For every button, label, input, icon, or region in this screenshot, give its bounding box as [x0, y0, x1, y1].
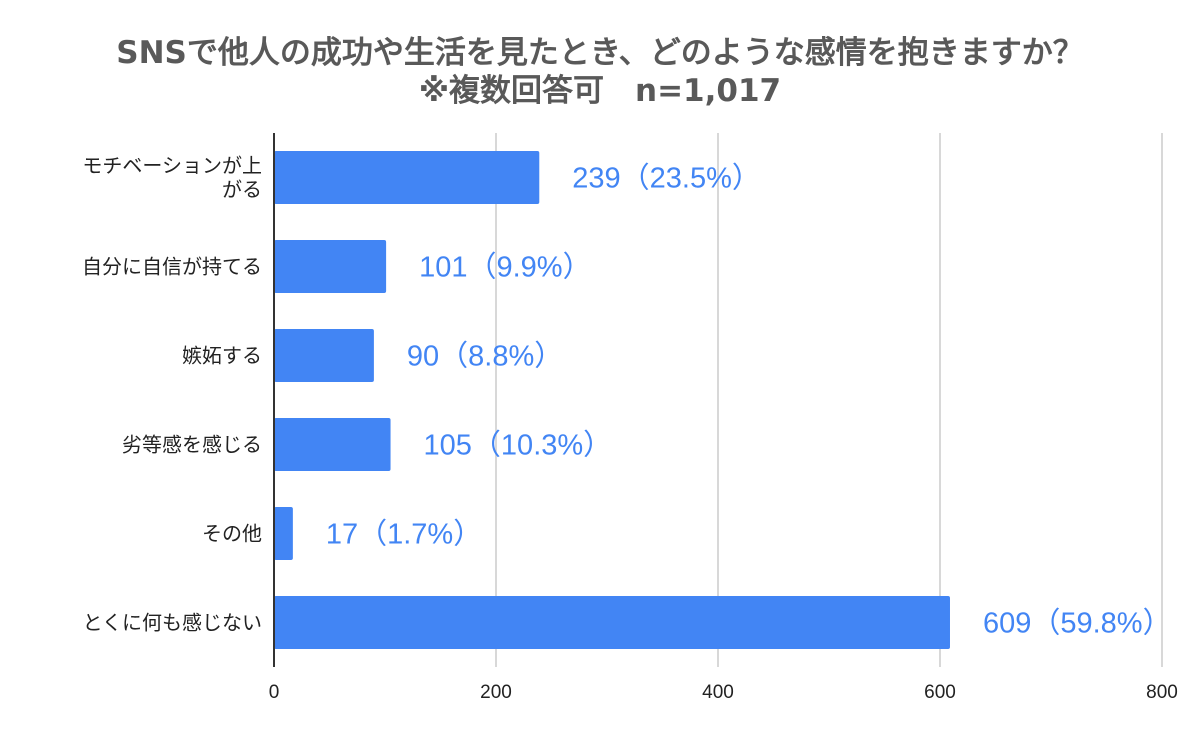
- data-label: 17（1.7%）: [326, 519, 482, 551]
- x-tick-label: 200: [480, 682, 512, 703]
- x-tick-label: 800: [1146, 682, 1178, 703]
- category-label: 嫉妬する: [182, 344, 262, 368]
- bar: [274, 418, 391, 471]
- chart-subtitle: ※複数回答可 n=1,017: [418, 73, 782, 109]
- data-label: 609（59.8%）: [983, 608, 1172, 640]
- x-tick-label: 400: [702, 682, 734, 703]
- category-label: 劣等感を感じる: [122, 433, 262, 457]
- chart-title: SNSで他人の成功や生活を見たとき、どのような感情を抱きますか？: [116, 35, 1084, 71]
- bar: [274, 596, 950, 649]
- category-label: モチベーションが上がる: [82, 154, 262, 202]
- x-tick-label: 0: [269, 682, 280, 703]
- bar: [274, 151, 540, 204]
- data-label: 90（8.8%）: [407, 341, 563, 373]
- category-label: とくに何も感じない: [83, 611, 262, 635]
- data-label: 105（10.3%）: [424, 430, 613, 462]
- category-label: その他: [202, 522, 262, 546]
- category-label: 自分に自信が持てる: [82, 255, 262, 279]
- x-tick-label: 600: [924, 682, 956, 703]
- data-label: 239（23.5%）: [572, 163, 761, 195]
- bar: [274, 507, 293, 560]
- bar: [274, 329, 374, 382]
- bar: [274, 240, 387, 293]
- data-label: 101（9.9%）: [419, 252, 592, 284]
